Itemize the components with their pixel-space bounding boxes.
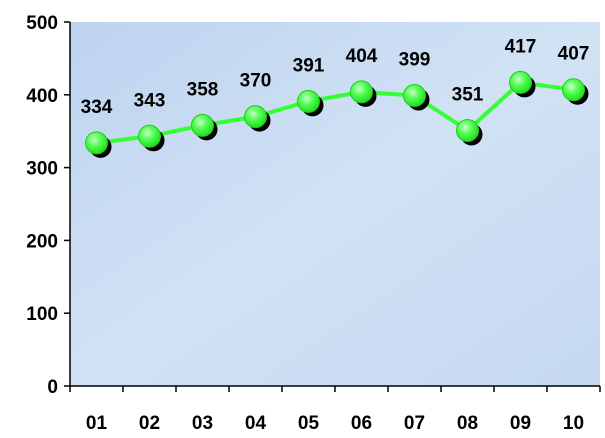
data-point (85, 131, 108, 155)
series-line (96, 80, 574, 145)
y-tick-label: 200 (26, 231, 58, 252)
data-point (244, 105, 267, 129)
x-tick-label: 07 (404, 413, 425, 434)
y-tick-label: 500 (26, 13, 58, 34)
y-tick-label: 400 (26, 86, 58, 107)
data-label: 351 (452, 84, 484, 105)
x-tick-label: 05 (298, 413, 320, 434)
data-labels: 334 343 358 370 391 404 399 351 417 407 (81, 36, 590, 117)
data-label: 358 (187, 79, 219, 100)
x-tick-label: 09 (510, 413, 531, 434)
data-label: 417 (505, 36, 537, 57)
data-point (297, 89, 320, 113)
y-axis-ticks: 0 100 200 300 400 500 (26, 13, 70, 398)
y-tick-label: 300 (26, 159, 58, 180)
x-tick-label: 01 (86, 413, 108, 434)
x-tick-label: 08 (457, 413, 478, 434)
data-label: 343 (134, 90, 166, 111)
data-point (509, 70, 532, 94)
data-point (403, 84, 426, 108)
data-point (191, 113, 214, 137)
data-point (562, 78, 585, 102)
data-label: 399 (399, 50, 431, 71)
x-tick-label: 02 (139, 413, 160, 434)
data-point (350, 80, 373, 104)
data-label: 407 (558, 44, 590, 65)
x-axis-ticks: 01 02 03 04 05 06 07 08 09 10 (69, 386, 601, 434)
x-tick-label: 10 (563, 413, 584, 434)
y-tick-label: 0 (47, 377, 58, 398)
data-label: 334 (81, 97, 113, 118)
data-label: 391 (293, 55, 325, 76)
data-point (138, 124, 161, 148)
x-tick-label: 04 (245, 413, 267, 434)
x-tick-label: 06 (351, 413, 372, 434)
data-label: 404 (346, 46, 378, 67)
x-tick-label: 03 (192, 413, 213, 434)
series-group (85, 70, 589, 158)
data-point (456, 118, 479, 142)
y-tick-label: 100 (26, 304, 58, 325)
data-label: 370 (240, 71, 272, 92)
